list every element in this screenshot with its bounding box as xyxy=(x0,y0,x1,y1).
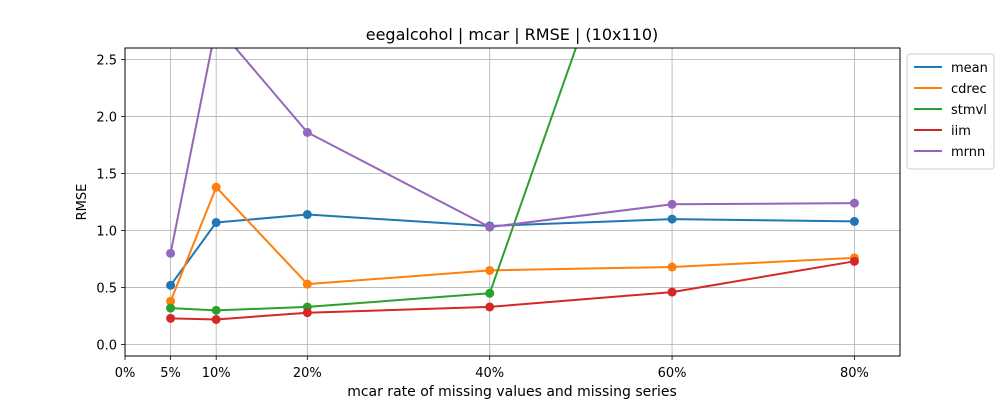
y-tick-label: 1.0 xyxy=(96,225,117,240)
y-tick-label: 2.5 xyxy=(96,53,117,68)
data-point-mrnn xyxy=(485,222,495,232)
data-point-iim xyxy=(302,308,312,318)
y-tick-label: 1.5 xyxy=(96,167,117,182)
x-tick-label: 10% xyxy=(202,366,231,381)
y-axis-ticks: 0.0 0.5 1.0 1.5 2.0 2.5 xyxy=(96,53,125,354)
legend-label-iim: iim xyxy=(951,124,971,139)
x-tick-label: 40% xyxy=(475,366,504,381)
data-point-iim xyxy=(849,256,859,266)
y-tick-label: 0.5 xyxy=(96,282,117,297)
y-axis-label: RMSE xyxy=(75,184,90,221)
series-stmvl xyxy=(166,48,577,315)
series-mrnn xyxy=(166,21,859,258)
series-line-stmvl xyxy=(170,48,577,312)
series-line-mean xyxy=(169,213,855,286)
data-point-mrnn xyxy=(166,248,176,258)
legend-frame xyxy=(906,53,995,170)
y-tick-label: 0.0 xyxy=(96,339,117,354)
data-point-stmvl xyxy=(485,288,495,298)
data-point-cdrec xyxy=(485,265,495,275)
data-point-mrnn xyxy=(667,199,677,209)
data-point-cdrec xyxy=(211,182,221,192)
x-tick-label: 5% xyxy=(160,366,181,381)
data-point-cdrec xyxy=(166,296,176,306)
data-point-iim xyxy=(485,302,495,312)
data-point-iim xyxy=(667,287,677,297)
data-point-mrnn xyxy=(212,21,221,30)
data-point-cdrec xyxy=(667,262,677,272)
data-point-mean xyxy=(849,216,859,226)
data-point-mean xyxy=(211,218,221,228)
legend-label-stmvl: stmvl xyxy=(951,103,987,118)
series-line-cdrec xyxy=(169,186,855,302)
data-point-mean xyxy=(302,210,312,220)
data-point-mean xyxy=(166,280,176,290)
x-tick-label: 60% xyxy=(658,366,687,381)
x-axis-label: mcar rate of missing values and missing … xyxy=(347,384,677,400)
plot-frame xyxy=(124,47,901,357)
x-tick-label: 20% xyxy=(293,366,322,381)
data-point-mrnn xyxy=(849,198,859,208)
legend-label-mrnn: mrnn xyxy=(951,145,985,160)
data-point-stmvl xyxy=(211,305,221,315)
x-tick-label: 80% xyxy=(840,366,869,381)
series-line-iim xyxy=(170,260,855,321)
data-point-cdrec xyxy=(302,279,312,289)
data-point-mean xyxy=(667,214,677,224)
x-axis-ticks: 0% 5% 10% 20% 40% 60% 80% xyxy=(115,356,869,381)
data-point-iim xyxy=(211,314,221,324)
series-group xyxy=(166,21,859,324)
data-point-mrnn xyxy=(302,127,312,137)
chart-title: eegalcohol | mcar | RMSE | (10x110) xyxy=(366,25,659,44)
data-point-stmvl xyxy=(166,303,176,313)
series-line-mrnn xyxy=(169,48,855,254)
series-iim xyxy=(166,256,859,324)
x-tick-label: 0% xyxy=(115,366,136,381)
legend: mean cdrec stmvl iim mrnn xyxy=(906,53,995,170)
legend-label-mean: mean xyxy=(951,61,988,76)
legend-label-cdrec: cdrec xyxy=(951,82,987,97)
data-point-iim xyxy=(166,313,176,323)
y-tick-label: 2.0 xyxy=(96,110,117,125)
